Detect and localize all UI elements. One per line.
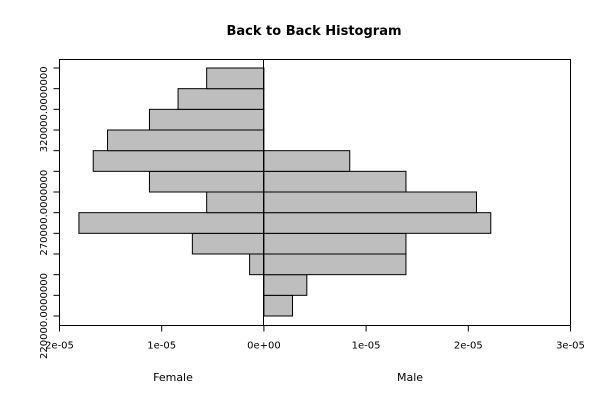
x-axis-label-male: Male bbox=[397, 371, 423, 384]
chart-title: Back to Back Histogram bbox=[226, 24, 401, 39]
male-bar bbox=[263, 170, 407, 193]
female-bar bbox=[107, 129, 265, 152]
y-tick-label: 270000.0000000 bbox=[39, 170, 50, 256]
male-bar bbox=[263, 232, 407, 255]
x-tick-label: 2e-05 bbox=[454, 341, 483, 352]
male-bar bbox=[263, 212, 492, 234]
x-tick-label: 1e-05 bbox=[147, 341, 176, 352]
female-bar bbox=[78, 212, 265, 234]
y-tick-label: 220000.0000000 bbox=[39, 273, 50, 359]
male-bar bbox=[263, 191, 477, 214]
x-axis: 2e-05 1e-05 0e+00 1e-05 2e-05 3e-05 bbox=[45, 325, 585, 352]
female-bar bbox=[206, 67, 265, 90]
female-bar bbox=[92, 150, 265, 172]
male-bar bbox=[263, 294, 294, 317]
male-bar bbox=[263, 150, 351, 172]
male-bar bbox=[263, 253, 407, 276]
y-tick-label: 320000.0000000 bbox=[39, 66, 50, 152]
x-axis-label-female: Female bbox=[153, 371, 193, 384]
female-bar bbox=[191, 232, 265, 255]
y-axis: 220000.0000000 270000.0000000 320000.00000… bbox=[39, 66, 60, 359]
x-tick-label: 0e+00 bbox=[247, 341, 281, 352]
x-tick-label: 1e-05 bbox=[352, 341, 381, 352]
female-bars bbox=[78, 67, 265, 276]
female-bar bbox=[206, 191, 265, 214]
x-tick-label: 3e-05 bbox=[556, 341, 585, 352]
female-bar bbox=[177, 88, 265, 110]
female-bar bbox=[148, 108, 265, 131]
female-bar bbox=[148, 170, 265, 193]
x-tick-label: 2e-05 bbox=[45, 341, 74, 352]
male-bar bbox=[263, 274, 308, 296]
male-bars bbox=[263, 150, 492, 317]
female-bar bbox=[249, 253, 265, 276]
